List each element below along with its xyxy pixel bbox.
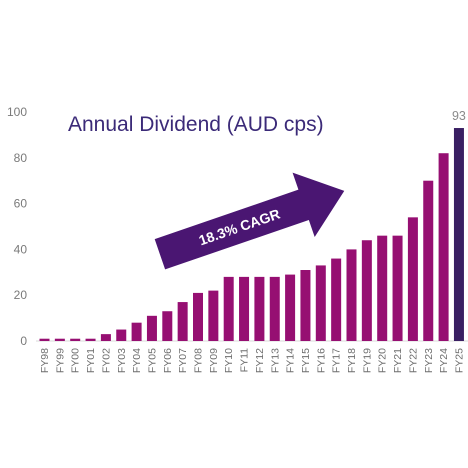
x-axis-ticks: FY98 FY99 FY00 FY01 FY02 FY03 FY04 FY05 FY06 FY07… <box>39 348 465 373</box>
x-tick-label: FY21 <box>392 348 404 373</box>
bar-fy16 <box>315 265 326 341</box>
bar-fy99 <box>54 338 65 341</box>
cagr-arrow: 18.3% CAGR <box>154 172 345 270</box>
x-tick-label: FY11 <box>239 348 251 372</box>
x-tick-label: FY13 <box>269 348 281 373</box>
x-tick-label: FY05 <box>146 348 158 373</box>
x-tick-label: FY99 <box>54 348 66 373</box>
bar-fy17 <box>331 258 342 341</box>
bar-fy03 <box>116 329 127 341</box>
bar-fy09 <box>208 290 219 341</box>
x-tick-label: FY04 <box>131 348 143 373</box>
x-tick-label: FY10 <box>223 348 235 373</box>
bar-fy22 <box>407 217 418 341</box>
y-tick-label: 20 <box>14 288 28 302</box>
bar-fy01 <box>85 338 96 341</box>
bar-fy05 <box>146 315 157 341</box>
x-tick-label: FY18 <box>346 348 358 373</box>
bar-fy98 <box>39 338 50 341</box>
y-tick-label: 40 <box>14 242 28 256</box>
data-labels: 93 <box>452 109 466 123</box>
y-tick-label: 0 <box>20 334 27 348</box>
y-tick-label: 60 <box>14 197 28 211</box>
bar-fy21 <box>392 235 403 341</box>
x-tick-label: FY19 <box>361 348 373 373</box>
bar-fy02 <box>100 334 111 341</box>
x-tick-label: FY12 <box>254 348 266 373</box>
x-tick-label: FY20 <box>377 348 389 373</box>
x-tick-label: FY08 <box>193 348 205 373</box>
data-label-fy25: 93 <box>452 109 466 123</box>
x-tick-label: FY14 <box>285 348 297 373</box>
bar-fy12 <box>254 276 265 341</box>
x-tick-label: FY22 <box>407 348 419 373</box>
bar-fy25 <box>453 128 464 341</box>
x-tick-label: FY02 <box>100 348 112 373</box>
x-tick-label: FY03 <box>116 348 128 373</box>
bar-fy08 <box>193 292 203 341</box>
bar-fy06 <box>162 311 173 341</box>
bar-fy23 <box>423 180 434 341</box>
x-tick-label: FY24 <box>438 348 450 373</box>
bar-fy20 <box>377 235 388 341</box>
bar-fy00 <box>70 338 81 341</box>
y-tick-label: 100 <box>7 105 27 119</box>
bars-group <box>39 128 464 341</box>
bar-fy04 <box>131 322 142 341</box>
bar-fy11 <box>239 276 250 341</box>
x-tick-label: FY15 <box>300 348 312 373</box>
bar-fy18 <box>346 249 357 341</box>
bar-fy10 <box>223 276 234 341</box>
y-tick-label: 80 <box>14 151 28 165</box>
bar-fy15 <box>300 270 311 341</box>
x-tick-label: FY98 <box>39 348 51 373</box>
x-tick-label: FY16 <box>315 348 327 373</box>
bar-fy07 <box>177 302 188 341</box>
x-tick-label: FY17 <box>331 348 343 373</box>
bar-fy13 <box>269 276 280 341</box>
x-tick-label: FY25 <box>453 348 465 373</box>
bar-fy19 <box>361 240 372 341</box>
x-tick-label: FY00 <box>70 348 82 373</box>
bar-fy14 <box>285 274 296 341</box>
x-tick-label: FY06 <box>162 348 174 373</box>
cagr-arrow-shape <box>154 172 345 270</box>
x-tick-label: FY09 <box>208 348 220 373</box>
bar-fy24 <box>438 153 449 341</box>
x-tick-label: FY23 <box>423 348 435 373</box>
x-tick-label: FY01 <box>85 348 97 373</box>
chart-title: Annual Dividend (AUD cps) <box>68 113 324 136</box>
x-tick-label: FY07 <box>177 348 189 373</box>
y-axis-ticks: 0 20 40 60 80 100 <box>7 105 27 348</box>
